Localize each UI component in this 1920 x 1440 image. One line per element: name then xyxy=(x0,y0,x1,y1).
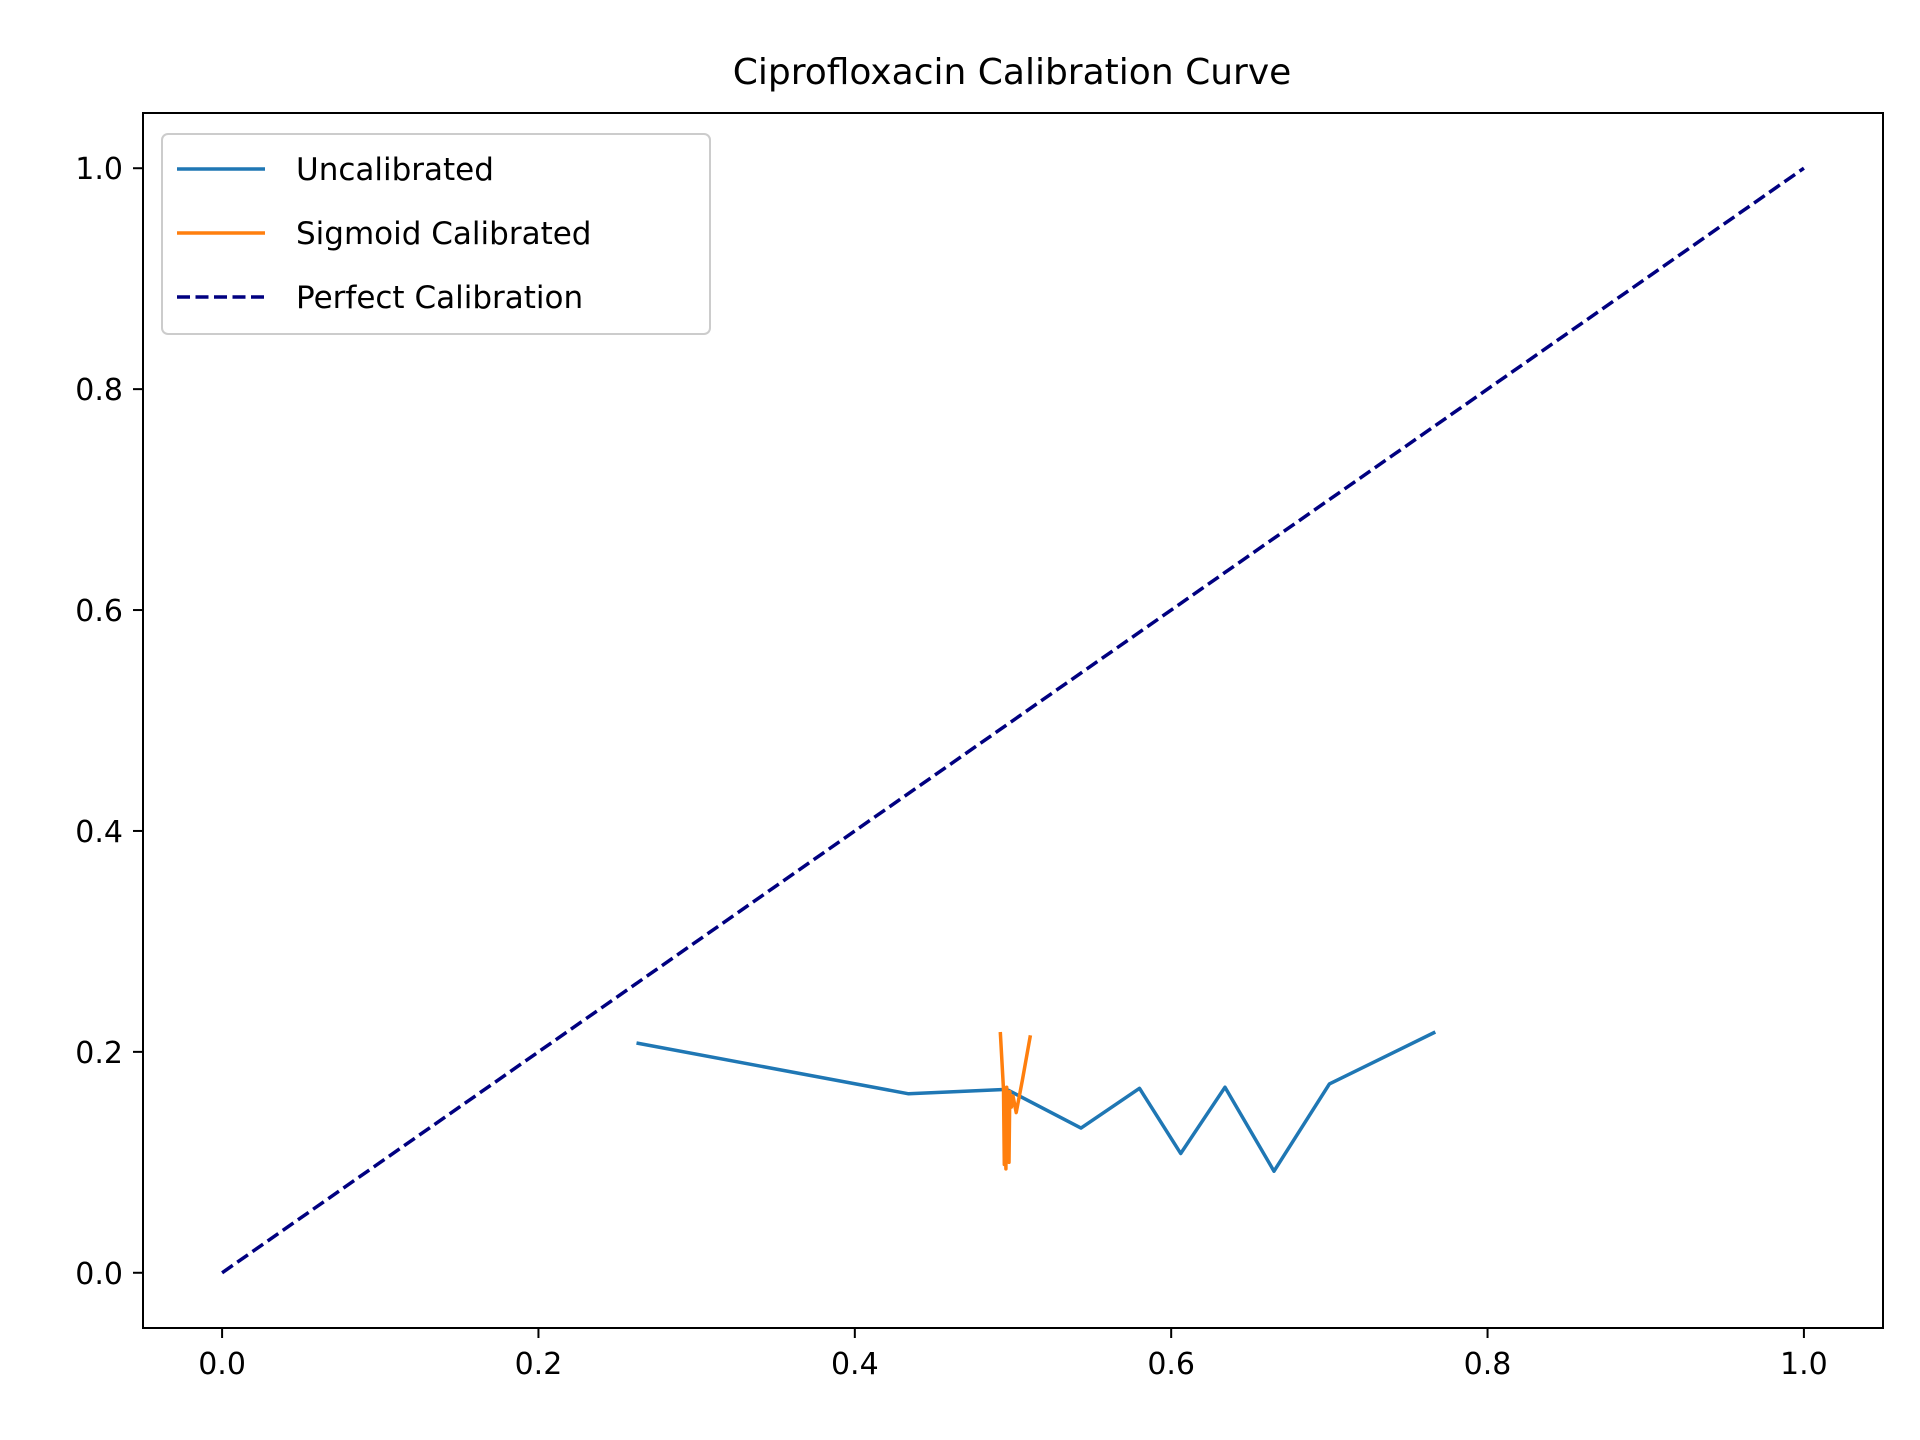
x-tick-label: 0.0 xyxy=(198,1347,246,1382)
y-tick-label: 0.4 xyxy=(75,815,123,850)
y-tick-label: 0.8 xyxy=(75,373,123,408)
y-tick-label: 0.6 xyxy=(75,594,123,629)
series-line-uncalibrated xyxy=(636,1030,1437,1173)
x-axis: 0.0 0.2 0.4 0.6 0.8 1.0 xyxy=(198,1328,1828,1382)
chart-title: Ciprofloxacin Calibration Curve xyxy=(733,52,1292,93)
x-tick-label: 1.0 xyxy=(1780,1347,1828,1382)
legend-label: Perfect Calibration xyxy=(296,280,583,316)
y-tick-label: 1.0 xyxy=(75,152,123,187)
y-axis: 0.0 0.2 0.4 0.6 0.8 1.0 xyxy=(75,152,143,1292)
x-tick-label: 0.2 xyxy=(515,1347,563,1382)
x-tick-label: 0.4 xyxy=(831,1347,879,1382)
plot-area-frame xyxy=(142,112,1884,1329)
legend-label: Sigmoid Calibrated xyxy=(296,216,591,252)
y-tick-label: 0.0 xyxy=(75,1257,123,1292)
legend: Uncalibrated Sigmoid Calibrated Perfect Ca… xyxy=(161,133,711,335)
legend-box xyxy=(161,133,711,335)
legend-label: Uncalibrated xyxy=(296,152,494,188)
series-line-sigmoid-calibrated xyxy=(998,1031,1033,1171)
x-tick-label: 0.8 xyxy=(1464,1347,1512,1382)
x-tick-label: 0.6 xyxy=(1147,1347,1195,1382)
series-line-perfect-calibration xyxy=(221,166,1805,1275)
y-tick-label: 0.2 xyxy=(75,1036,123,1071)
plot-lines xyxy=(221,166,1805,1275)
